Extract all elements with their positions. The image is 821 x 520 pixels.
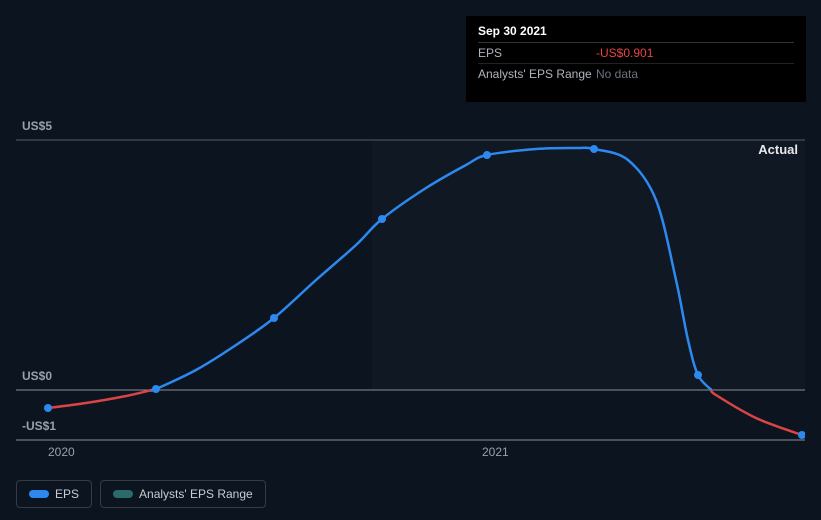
- svg-text:2021: 2021: [482, 445, 509, 459]
- svg-text:2020: 2020: [48, 445, 75, 459]
- legend-label: EPS: [55, 487, 79, 501]
- legend-swatch: [29, 490, 47, 498]
- legend-analysts-eps-range[interactable]: Analysts' EPS Range: [100, 480, 266, 508]
- svg-text:-US$1: -US$1: [22, 419, 56, 433]
- svg-text:Actual: Actual: [758, 142, 798, 157]
- chart-legend: EPS Analysts' EPS Range: [16, 480, 266, 508]
- tooltip-rows: EPS-US$0.901Analysts' EPS RangeNo data: [478, 43, 794, 84]
- tooltip-row-value: No data: [596, 67, 638, 81]
- chart-tooltip: Sep 30 2021 EPS-US$0.901Analysts' EPS Ra…: [466, 16, 806, 102]
- tooltip-row-label: EPS: [478, 46, 596, 60]
- legend-eps[interactable]: EPS: [16, 480, 92, 508]
- svg-text:US$5: US$5: [22, 119, 52, 133]
- tooltip-row: EPS-US$0.901: [478, 43, 794, 64]
- tooltip-row-value: -US$0.901: [596, 46, 653, 60]
- tooltip-row-label: Analysts' EPS Range: [478, 67, 596, 81]
- svg-text:US$0: US$0: [22, 369, 52, 383]
- tooltip-date: Sep 30 2021: [478, 24, 794, 43]
- tooltip-row: Analysts' EPS RangeNo data: [478, 64, 794, 84]
- chart-container: US$5 US$0 -US$1 2020 2021 Actual Sep 30 2021 …: [0, 0, 821, 520]
- legend-label: Analysts' EPS Range: [139, 487, 253, 501]
- legend-swatch: [113, 490, 131, 498]
